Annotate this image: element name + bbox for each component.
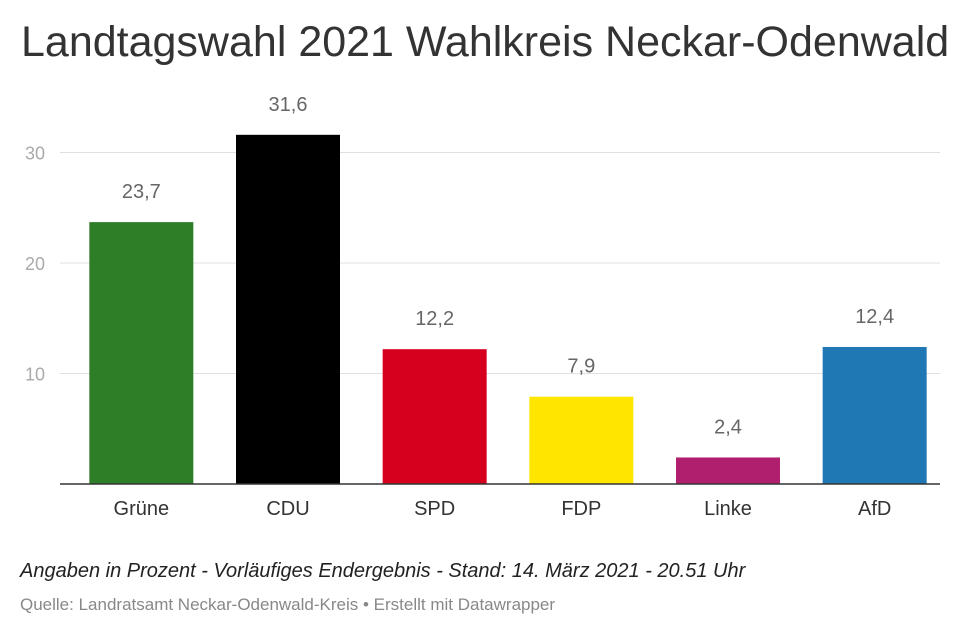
data-labels: 23,7 31,6 12,2 7,9 2,4 12,4 [122, 94, 894, 439]
bars [89, 134, 927, 485]
data-label: 7,9 [567, 356, 595, 378]
chart-note: Angaben in Prozent - Vorläufiges Enderge… [20, 560, 746, 582]
data-label: 12,4 [855, 306, 894, 328]
bar [236, 134, 340, 484]
y-tick-label: 10 [25, 365, 45, 385]
grid-lines [60, 152, 940, 374]
data-label: 23,7 [122, 181, 161, 203]
data-label: 2,4 [714, 416, 742, 438]
y-axis-ticks: 10 20 30 [25, 144, 45, 385]
x-tick-label: AfD [858, 498, 891, 520]
x-tick-label: Grüne [114, 498, 170, 520]
x-tick-label: CDU [266, 498, 309, 520]
x-tick-label: SPD [414, 498, 455, 520]
bar [529, 396, 634, 484]
x-tick-label: Linke [704, 498, 752, 520]
y-tick-label: 20 [25, 254, 45, 274]
bar [676, 457, 780, 484]
x-axis-labels: Grüne CDU SPD FDP Linke AfD [114, 498, 892, 520]
x-tick-label: FDP [561, 498, 601, 520]
chart-title: Landtagswahl 2021 Wahlkreis Neckar-Odenw… [21, 18, 950, 66]
chart-source: Quelle: Landratsamt Neckar-Odenwald-Krei… [20, 595, 556, 614]
bar [89, 222, 194, 485]
data-label: 31,6 [269, 94, 308, 116]
bar [822, 346, 927, 484]
bar [382, 349, 487, 484]
y-tick-label: 30 [25, 144, 45, 164]
data-label: 12,2 [415, 308, 454, 330]
